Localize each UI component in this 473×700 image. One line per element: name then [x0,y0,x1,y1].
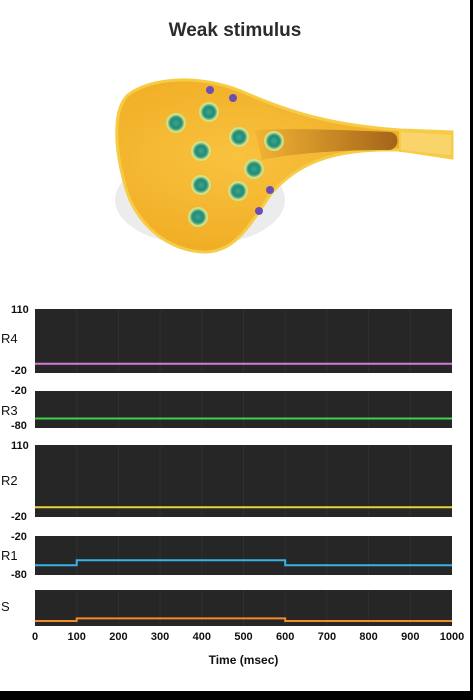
vesicle [228,181,248,201]
R3-row-label: R3 [1,403,18,418]
R1-ymax-label: -20 [11,531,27,543]
x-tick-label: 600 [276,631,295,643]
R4-row-label: R4 [1,331,18,346]
S-row-label: S [1,599,10,614]
x-tick-label: 500 [234,631,253,643]
axon-tip [399,129,453,158]
x-tick-label: 700 [317,631,337,643]
R3-ymin-label: -80 [11,420,27,432]
x-tick-label: 100 [67,631,86,643]
R1-trace [35,559,452,567]
vesicle [166,113,186,133]
receptor [206,86,214,94]
R4-ymax-label: 110 [11,304,29,316]
neuron-diagram [115,78,454,254]
x-tick-label: 0 [31,631,39,643]
x-tick-label: 1000 [439,631,465,643]
R2-row-label: R2 [1,473,18,488]
vesicle [244,159,264,179]
figure-title: Weak stimulus [168,20,302,41]
R1-row-label: R1 [1,548,18,563]
axon-channel [255,129,398,160]
receptor [229,94,237,102]
vesicle [229,127,249,147]
vesicle [191,141,211,161]
x-tick-label: 900 [401,631,420,643]
receptor [255,207,263,215]
x-axis-label: Time (msec) [208,653,279,667]
x-tick-label: 800 [359,631,378,643]
R4-ymin-label: -20 [11,365,27,377]
vesicle [199,102,219,122]
vesicles [166,102,284,227]
x-tick-label: 200 [109,631,128,643]
vesicle [188,207,208,227]
R2-ymin-label: -20 [11,511,27,523]
vesicle [191,175,211,195]
R2-ymax-label: 110 [11,440,29,452]
x-tick-label: 300 [150,631,170,643]
S-trace [35,617,452,622]
receptor [266,186,274,194]
x-tick-label: 400 [192,631,211,643]
vesicle [264,131,284,151]
R1-ymin-label: -80 [11,569,27,581]
R3-ymax-label: -20 [11,385,27,397]
receptors [206,86,274,215]
